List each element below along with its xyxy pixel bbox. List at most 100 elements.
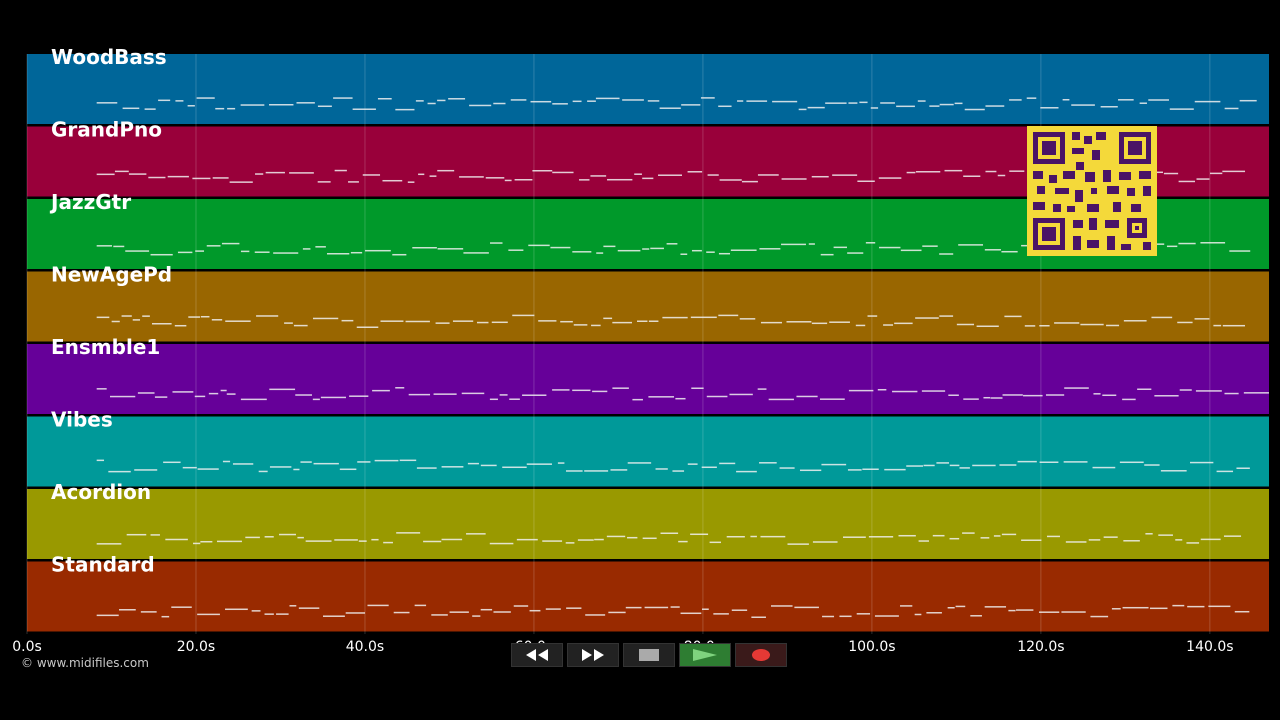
note [211,319,223,321]
note [572,389,591,392]
note [341,319,354,322]
note [504,179,512,182]
note [240,104,265,106]
note [617,249,641,252]
note [121,315,132,317]
note [1002,394,1023,396]
note [572,251,592,253]
note [884,468,906,471]
note [798,108,807,111]
note [607,178,633,181]
qr-code [1027,126,1157,256]
note [522,394,547,396]
note [96,388,107,390]
note [718,252,731,255]
note [459,176,484,178]
note [1144,464,1160,466]
track-lane-ensmble1 [27,344,1269,414]
note [395,108,415,111]
note [680,612,702,615]
note [922,245,938,247]
note [510,99,527,101]
note [770,605,793,607]
note [955,605,966,608]
note [1103,536,1118,538]
note [681,104,701,106]
note [377,97,392,100]
note [751,616,766,618]
note [395,387,405,389]
note [915,317,939,319]
note [171,606,192,608]
note [622,99,644,101]
note [819,398,845,400]
record-button[interactable] [735,643,787,667]
note [187,105,195,107]
note [362,174,381,176]
note [1190,461,1214,464]
note [990,397,1003,399]
note [140,611,157,613]
note [513,605,529,607]
note [514,179,533,181]
note [256,315,279,317]
note [96,316,110,319]
note [859,101,868,104]
rewind-button[interactable] [511,643,563,667]
note [759,248,781,250]
note [1092,466,1116,469]
note [799,469,822,472]
track-label: Ensmble1 [51,335,160,359]
note [222,460,231,463]
note [985,170,997,173]
note [1213,324,1222,327]
stop-button[interactable] [623,643,675,667]
note [433,393,457,395]
note [128,173,147,175]
note [200,540,213,543]
note [906,171,916,174]
note [796,395,818,398]
fast-forward-button[interactable] [567,643,619,667]
note [729,393,753,396]
note [200,315,210,318]
note [612,321,632,324]
note [356,326,379,328]
note [1194,318,1210,320]
track-label: Standard [51,553,155,577]
note [868,536,894,538]
note [374,459,399,462]
note [229,181,253,183]
play-button[interactable] [679,643,731,667]
note [736,470,757,473]
note [1166,245,1178,248]
note [96,614,119,617]
note [713,613,729,615]
note [334,539,358,541]
note [944,169,963,172]
note [279,533,296,536]
note [592,390,608,393]
note [811,322,828,325]
note [323,615,345,617]
note [1158,534,1173,536]
note [542,540,563,542]
note [726,535,745,538]
note [680,253,688,255]
note [1179,389,1192,391]
note [1148,99,1169,101]
note [227,107,236,110]
note [642,248,650,250]
note [177,251,193,254]
note [1004,315,1022,318]
note [297,536,304,539]
note [125,250,150,252]
note [1137,388,1152,391]
note [590,175,607,177]
note [731,609,748,611]
note [448,98,466,100]
note [848,389,874,392]
note [915,171,941,173]
note [847,469,862,471]
note [963,398,979,400]
